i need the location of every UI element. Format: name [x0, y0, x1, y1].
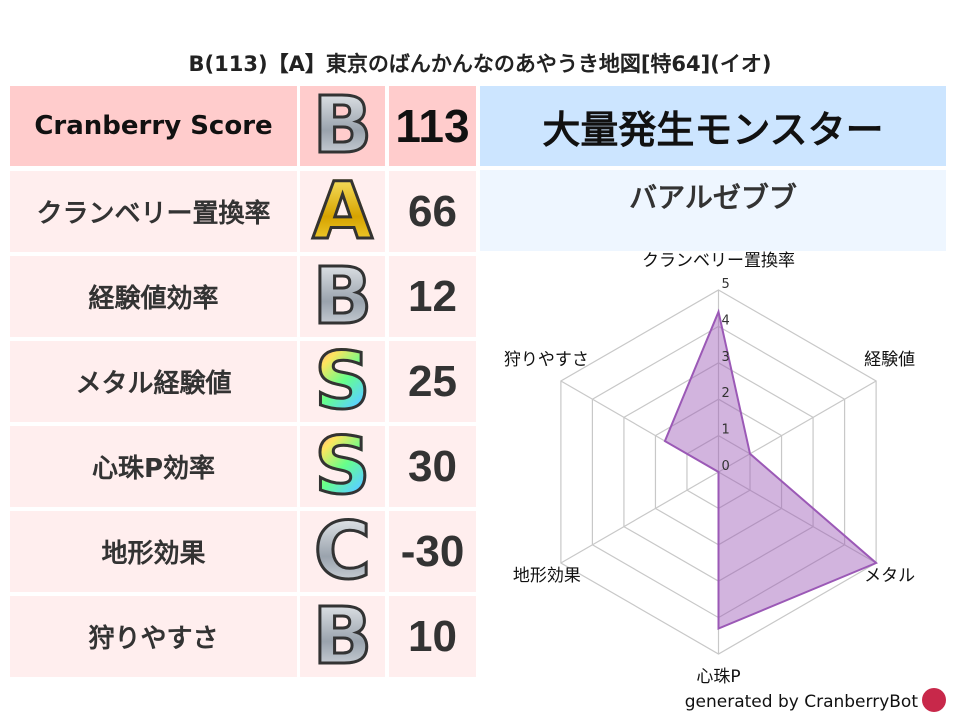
row-value: 10: [389, 596, 476, 677]
grade-badge: S: [300, 335, 385, 428]
grid-spoke: [560, 471, 719, 564]
tick-label: 0: [722, 459, 730, 474]
grade-letter-C: C: [312, 505, 372, 598]
monster-name: バアルゼブブ: [480, 170, 946, 251]
axis-label: 地形効果: [513, 566, 581, 586]
cranberrybot-logo-icon: [922, 688, 946, 712]
row-label: Cranberry Score: [10, 86, 297, 166]
grade-letter-B: B: [311, 80, 373, 173]
monster-header: 大量発生モンスター: [480, 86, 946, 166]
tick-label: 2: [722, 386, 730, 401]
grade-letter-B: B: [311, 590, 373, 683]
axis-label: メタル: [864, 566, 915, 586]
axis-label: 狩りやすさ: [504, 350, 589, 370]
tick-label: 4: [722, 313, 730, 328]
row-value: 12: [389, 256, 476, 337]
grade-badge: B: [300, 80, 385, 173]
row-label: メタル経験値: [10, 341, 297, 422]
axis-label: 心珠P: [696, 667, 740, 687]
axis-label: クランベリー置換率: [642, 251, 795, 271]
grid-spoke: [718, 471, 877, 564]
grade-letter-A: A: [311, 165, 374, 258]
axis-label: 経験値: [864, 350, 915, 370]
row-value: -30: [389, 511, 476, 592]
grade-badge: C: [300, 505, 385, 598]
grade-badge: S: [300, 420, 385, 513]
row-label: クランベリー置換率: [10, 171, 297, 252]
grade-letter-S: S: [313, 420, 372, 513]
grade-badge: B: [300, 250, 385, 343]
tick-label: 1: [722, 423, 730, 438]
tick-label: 3: [722, 350, 730, 365]
row-value: 30: [389, 426, 476, 507]
grade-badge: B: [300, 590, 385, 683]
page-title: B(113)【A】東京のばんかんなのあやうき地図[特64](イオ): [188, 52, 772, 76]
row-label: 地形効果: [10, 511, 297, 592]
footer-credit: generated by CranberryBot: [684, 692, 918, 712]
row-label: 経験値効率: [10, 256, 297, 337]
grade-badge: A: [300, 165, 385, 258]
grid-spoke: [718, 380, 877, 473]
row-value: 66: [389, 171, 476, 252]
row-label: 狩りやすさ: [10, 596, 297, 677]
row-value: 25: [389, 341, 476, 422]
row-value: 113: [389, 86, 476, 166]
grade-letter-B: B: [311, 250, 373, 343]
grade-letter-S: S: [313, 335, 372, 428]
tick-label: 5: [722, 277, 730, 292]
row-label: 心珠P効率: [10, 426, 297, 507]
data-polygon: [663, 308, 878, 631]
